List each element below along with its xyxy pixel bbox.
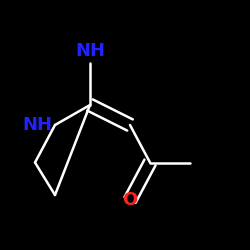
Text: O: O [122,191,138,209]
Text: NH: NH [22,116,52,134]
Text: NH: NH [75,42,105,60]
